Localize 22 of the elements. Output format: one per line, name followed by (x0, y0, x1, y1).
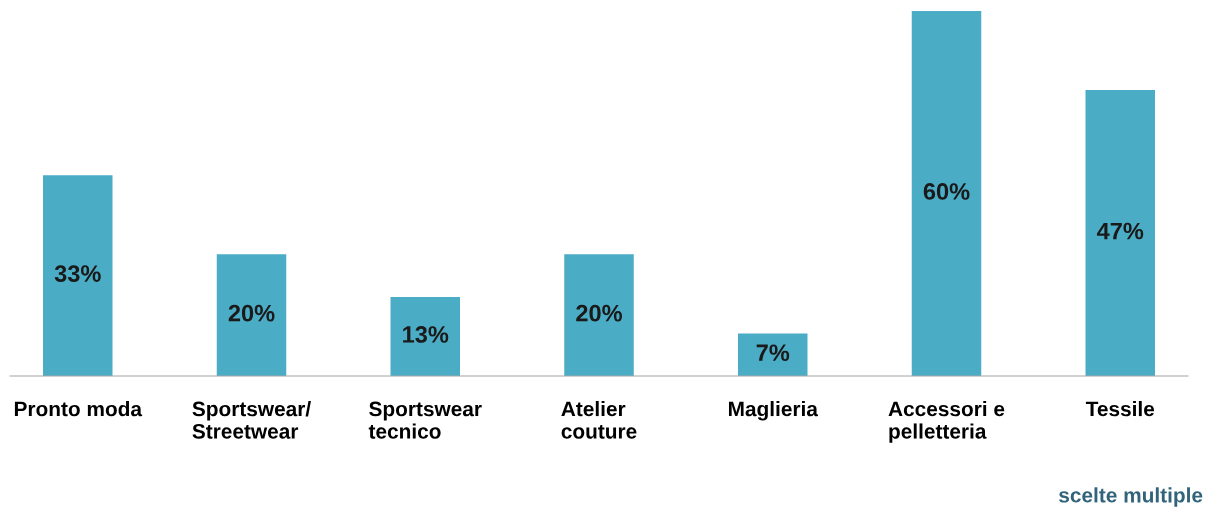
data-label: 20% (576, 304, 623, 322)
x-tick-label: Pronto moda (14, 401, 143, 417)
bar (390, 296, 460, 376)
x-tick-label: Sportswear tecnico (368, 401, 482, 439)
data-label: 33% (54, 265, 101, 282)
data-label: 20% (228, 304, 275, 322)
bar (1085, 90, 1155, 376)
bar (43, 175, 113, 376)
data-label: 7% (756, 344, 790, 361)
data-label: 60% (923, 183, 970, 200)
x-tick-label: Accessori e pelletteria (888, 401, 1005, 443)
data-label: 47% (1096, 222, 1144, 240)
x-tick-label: Sportswear/ Streetwear (192, 401, 311, 439)
data-label: 13% (403, 326, 449, 343)
x-tick-label: Tessile (1085, 401, 1155, 417)
bar (911, 11, 982, 376)
x-tick-label: Atelier couture (561, 401, 637, 439)
x-tick-label: Maglieria (728, 401, 819, 421)
bar (738, 333, 808, 376)
bar (216, 254, 287, 376)
bar (564, 254, 634, 376)
text: scelte multiple (1059, 487, 1203, 507)
